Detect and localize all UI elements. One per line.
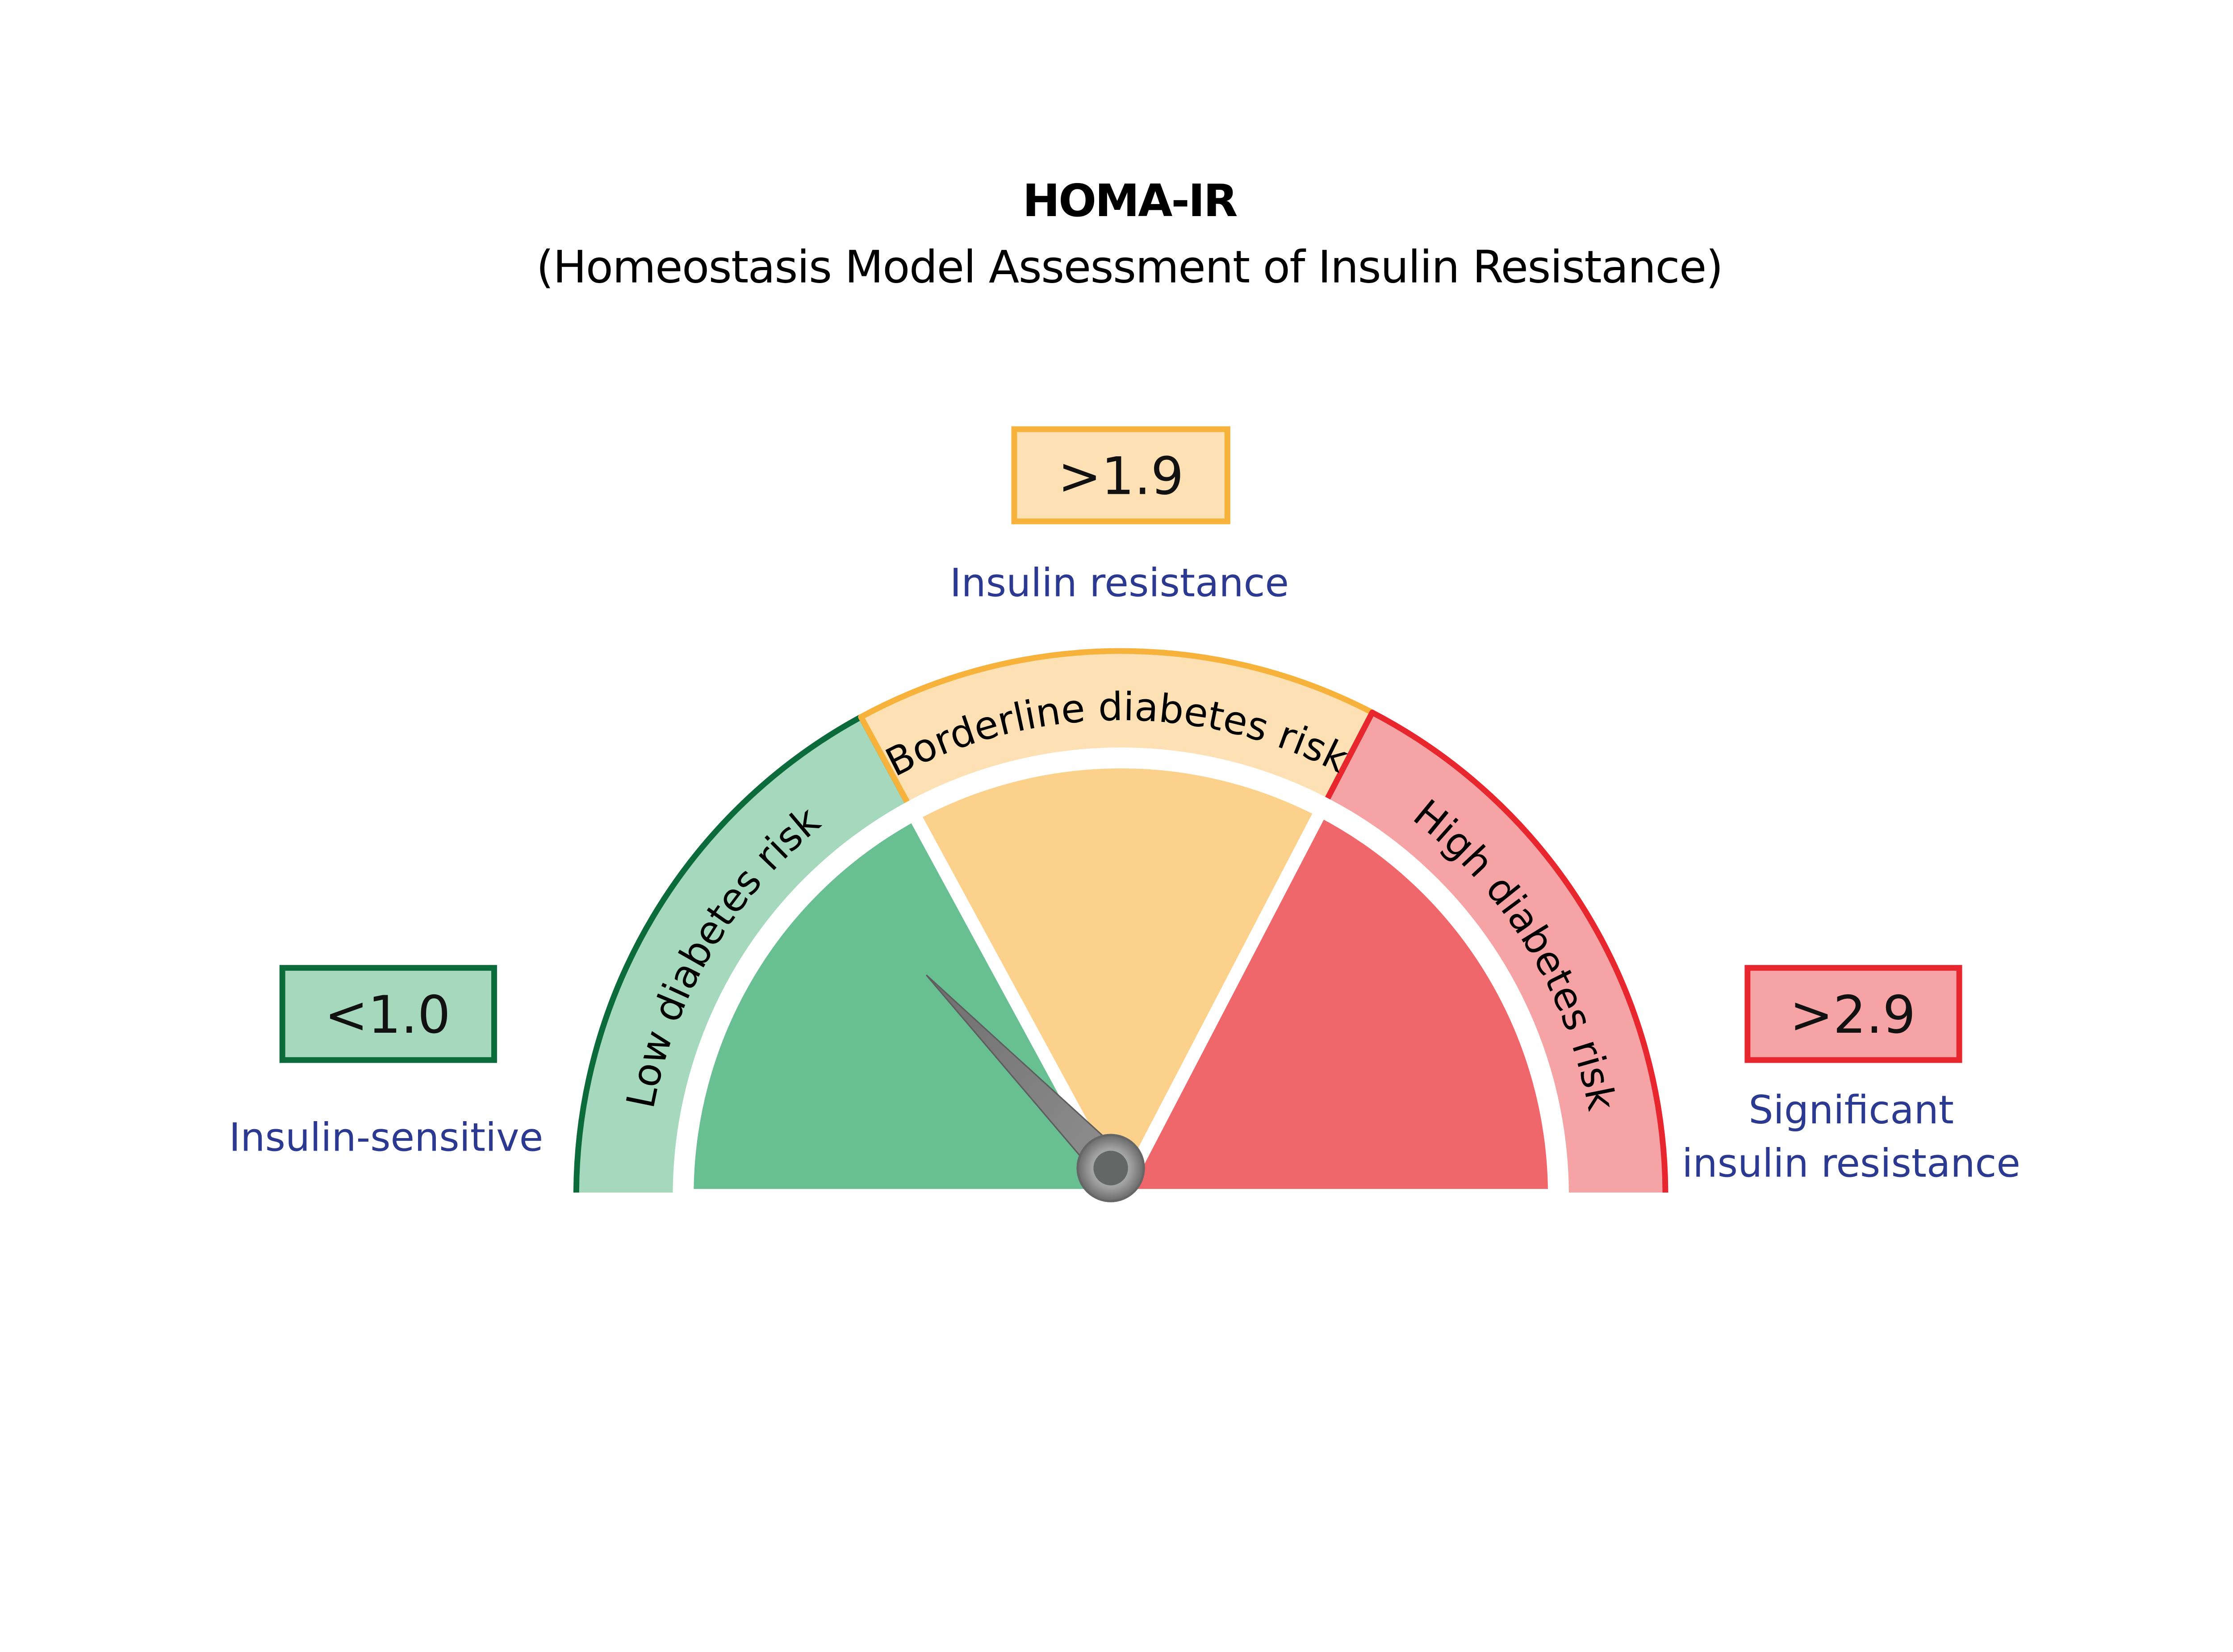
needle bbox=[925, 974, 1145, 1202]
inner-wedge-borderline bbox=[905, 755, 1330, 1210]
homa-ir-gauge-diagram: HOMA-IR (Homeostasis Model Assessment of… bbox=[229, 174, 2021, 1210]
inner-wedge-low bbox=[681, 805, 1132, 1202]
inner-wedge-high bbox=[1110, 802, 1561, 1202]
threshold-value: >2.9 bbox=[1790, 985, 1915, 1045]
zone-description-low: Insulin-sensitive bbox=[229, 1114, 544, 1160]
zone-description-borderline: Insulin resistance bbox=[950, 560, 1289, 605]
threshold-value: >1.9 bbox=[1058, 446, 1184, 506]
threshold-box-high: >2.9 bbox=[1744, 965, 1962, 1063]
diagram-container: HOMA-IR (Homeostasis Model Assessment of… bbox=[229, 174, 2021, 1210]
threshold-box-low: <1.0 bbox=[279, 965, 497, 1063]
zone-description-high-line1: Significant bbox=[1748, 1087, 1954, 1133]
title: HOMA-IR bbox=[1023, 175, 1237, 227]
threshold-value: <1.0 bbox=[325, 985, 451, 1045]
zone-description-high-line2: insulin resistance bbox=[1682, 1140, 2020, 1186]
subtitle: (Homeostasis Model Assessment of Insulin… bbox=[536, 241, 1723, 293]
needle-hub-center bbox=[1093, 1151, 1128, 1185]
threshold-box-borderline: >1.9 bbox=[1011, 426, 1230, 525]
inner-wedges bbox=[681, 755, 1561, 1210]
